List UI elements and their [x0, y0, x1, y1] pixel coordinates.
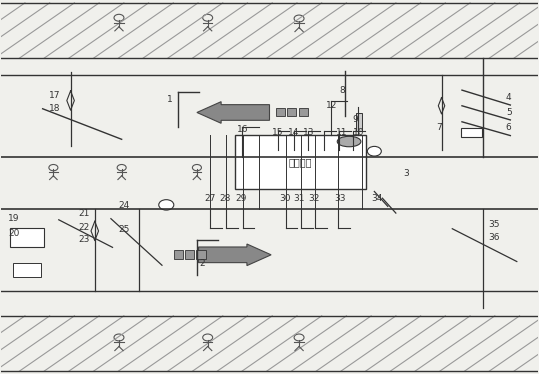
Circle shape [368, 146, 381, 156]
Text: 18: 18 [49, 104, 60, 113]
Text: 30: 30 [279, 194, 291, 203]
Bar [234, 135, 367, 189]
Text: 31: 31 [293, 194, 305, 203]
Text: 20: 20 [9, 229, 20, 238]
Text: 15: 15 [272, 129, 284, 138]
Text: 4: 4 [506, 93, 512, 102]
Text: 16: 16 [237, 125, 248, 134]
Text: 9: 9 [353, 116, 358, 125]
Bar [276, 108, 285, 116]
Text: 7: 7 [436, 123, 442, 132]
Text: 35: 35 [488, 220, 500, 229]
Bar [356, 113, 362, 131]
Text: 10: 10 [353, 129, 364, 138]
Text: 13: 13 [302, 129, 314, 138]
Text: 3: 3 [404, 169, 410, 178]
Text: 24: 24 [119, 201, 130, 210]
Bar [10, 228, 44, 247]
Text: 收费岗亭: 收费岗亭 [289, 157, 312, 167]
Text: 8: 8 [339, 86, 345, 95]
Text: 33: 33 [335, 194, 346, 203]
Bar [299, 108, 308, 116]
Text: 14: 14 [288, 129, 299, 138]
Text: 6: 6 [506, 123, 512, 132]
Text: 34: 34 [371, 194, 383, 203]
Text: 27: 27 [205, 194, 216, 203]
Text: 21: 21 [78, 209, 89, 218]
Text: 5: 5 [506, 108, 512, 117]
Text: 11: 11 [336, 129, 348, 138]
FancyArrow shape [197, 102, 270, 123]
Text: 23: 23 [78, 235, 89, 245]
Bar [174, 250, 183, 258]
Text: 32: 32 [308, 194, 319, 203]
Text: 22: 22 [78, 224, 89, 233]
Text: 17: 17 [49, 91, 60, 100]
Text: 12: 12 [326, 101, 337, 110]
Text: 1: 1 [167, 95, 173, 104]
Text: 25: 25 [119, 226, 130, 234]
Bar [461, 128, 482, 137]
Bar [1, 316, 538, 371]
FancyArrow shape [198, 244, 271, 266]
Text: 29: 29 [236, 194, 247, 203]
Bar [287, 108, 296, 116]
Text: 19: 19 [9, 214, 20, 223]
Bar [13, 263, 41, 277]
Bar [185, 250, 194, 258]
Ellipse shape [337, 137, 361, 147]
Text: 2: 2 [199, 259, 205, 268]
Circle shape [159, 200, 174, 210]
Bar [196, 250, 205, 258]
Bar [1, 3, 538, 58]
Text: 36: 36 [488, 233, 500, 242]
Text: 28: 28 [220, 194, 231, 203]
